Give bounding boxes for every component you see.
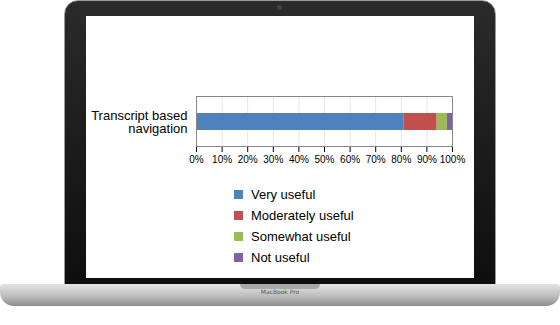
svg-text:50%: 50% — [314, 154, 334, 165]
svg-text:10%: 10% — [212, 154, 232, 165]
svg-text:0%: 0% — [189, 154, 204, 165]
svg-text:90%: 90% — [417, 154, 437, 165]
html-text:Moderately useful: Moderately useful — [251, 208, 354, 223]
svg-text:100%: 100% — [440, 154, 466, 165]
svg-text:40%: 40% — [289, 154, 309, 165]
svg-text:30%: 30% — [263, 154, 283, 165]
svg-text:20%: 20% — [238, 154, 258, 165]
html-text:MacBook Pro: MacBook Pro — [260, 288, 300, 295]
html-text:Somewhat useful: Somewhat useful — [251, 229, 351, 244]
svg-text:70%: 70% — [366, 154, 386, 165]
html-text:Not useful: Not useful — [251, 250, 310, 265]
svg-text:Transcript basednavigation: Transcript basednavigation — [91, 108, 187, 136]
html-text:Very useful: Very useful — [251, 187, 316, 202]
svg-text:60%: 60% — [340, 154, 360, 165]
svg-text:80%: 80% — [391, 154, 411, 165]
